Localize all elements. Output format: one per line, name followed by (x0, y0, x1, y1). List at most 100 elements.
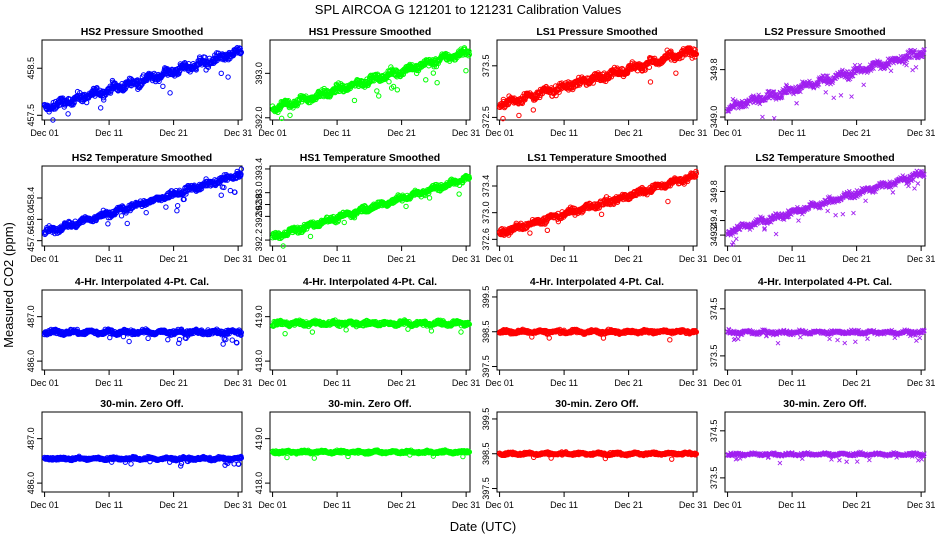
data-point (376, 93, 382, 99)
data-point (83, 99, 90, 106)
data-point (744, 104, 749, 109)
data-point (165, 336, 171, 343)
data-point (527, 230, 533, 236)
plot-frame (41, 39, 243, 121)
x-tick-label: Dec 01 (30, 128, 59, 138)
data-point (904, 62, 909, 68)
data-point (598, 211, 605, 218)
y-tick-label: 372.6 (481, 228, 491, 251)
x-tick-label: Dec 11 (778, 254, 806, 264)
data-point (833, 212, 838, 218)
data-point (105, 221, 111, 227)
data-point (823, 89, 829, 95)
y-tick-label: 419.0 (254, 305, 264, 328)
data-point (857, 62, 863, 68)
data-point (238, 49, 245, 56)
plot-frame (724, 39, 926, 121)
data-point (796, 218, 801, 223)
x-tick-label: Dec 21 (159, 254, 188, 264)
x-tick-label: Dec 11 (95, 128, 123, 138)
data-point (282, 330, 288, 337)
data-point (673, 70, 679, 76)
data-point (118, 213, 125, 219)
x-tick-label: Dec 21 (842, 254, 871, 264)
data-point (466, 51, 473, 58)
data-point (693, 51, 700, 57)
data-point (280, 243, 286, 249)
plot-frame (269, 39, 471, 121)
panel-title: LS1 Pressure Smoothed (536, 26, 657, 38)
plot-frame (269, 165, 471, 247)
data-point (642, 67, 648, 73)
x-tick-label: Dec 31 (224, 128, 253, 138)
data-point (816, 82, 822, 87)
panel-title: LS2 Temperature Smoothed (755, 152, 894, 164)
data-point (229, 337, 235, 343)
x-tick-label: Dec 31 (907, 128, 936, 138)
data-point (374, 88, 380, 94)
x-tick-label: Dec 01 (30, 378, 59, 388)
data-point (238, 171, 244, 177)
y-tick-label: 373.4 (481, 175, 491, 198)
plot-frame (724, 165, 926, 247)
y-tick-label: 418.0 (254, 350, 264, 373)
y-tick-label: 392.8 (254, 193, 264, 216)
data-point (912, 48, 918, 53)
data-point (907, 55, 912, 61)
y-tick-label: 349.8 (709, 180, 719, 203)
data-point (426, 195, 433, 201)
data-point (922, 46, 927, 52)
y-tick-label: 349.4 (709, 209, 719, 232)
x-tick-label: Dec 11 (550, 254, 578, 264)
data-point (863, 198, 868, 204)
data-point (646, 64, 653, 70)
data-point (160, 83, 166, 90)
panel-title: 4-Hr. Interpolated 4-Pt. Cal. (75, 276, 209, 288)
x-tick-label: Dec 21 (614, 254, 643, 264)
x-tick-label: Dec 21 (159, 378, 188, 388)
data-point (771, 115, 777, 121)
data-point (193, 67, 199, 73)
x-tick-label: Dec 01 (258, 254, 287, 264)
data-point (167, 90, 173, 96)
series-ls2-points (725, 168, 927, 248)
data-point (143, 209, 149, 216)
y-tick-label: 373.5 (481, 55, 491, 78)
data-point (145, 335, 151, 342)
x-tick-label: Dec 01 (713, 128, 742, 138)
x-tick-label: Dec 01 (258, 378, 287, 388)
data-point (590, 80, 596, 86)
data-point (456, 191, 462, 197)
data-point (516, 112, 522, 119)
data-point (530, 107, 537, 113)
data-point (287, 112, 293, 118)
x-tick-label: Dec 11 (323, 378, 351, 388)
plot-frame (269, 289, 471, 371)
x-axis-label: Date (UTC) (450, 519, 516, 534)
data-point (915, 181, 921, 186)
series-hs1-points (269, 172, 473, 249)
data-point (463, 68, 469, 74)
y-tick-label: 457.6 (26, 229, 36, 252)
data-point (124, 220, 130, 227)
panel-title: HS2 Temperature Smoothed (72, 152, 212, 164)
data-point (220, 341, 226, 347)
x-tick-label: Dec 11 (323, 128, 351, 138)
data-point (50, 117, 56, 123)
y-tick-label: 349.0 (709, 106, 719, 129)
data-point (888, 68, 894, 74)
series-ls1-points (496, 45, 700, 122)
data-point (544, 227, 551, 234)
x-tick-label: Dec 01 (485, 254, 514, 264)
data-point (65, 111, 71, 117)
figure-title: SPL AIRCOA G 121201 to 121231 Calibratio… (315, 2, 622, 17)
y-tick-label: 392.6 (254, 205, 264, 228)
data-point (921, 51, 927, 56)
data-point (218, 192, 224, 198)
y-tick-label: 458.4 (26, 187, 36, 210)
